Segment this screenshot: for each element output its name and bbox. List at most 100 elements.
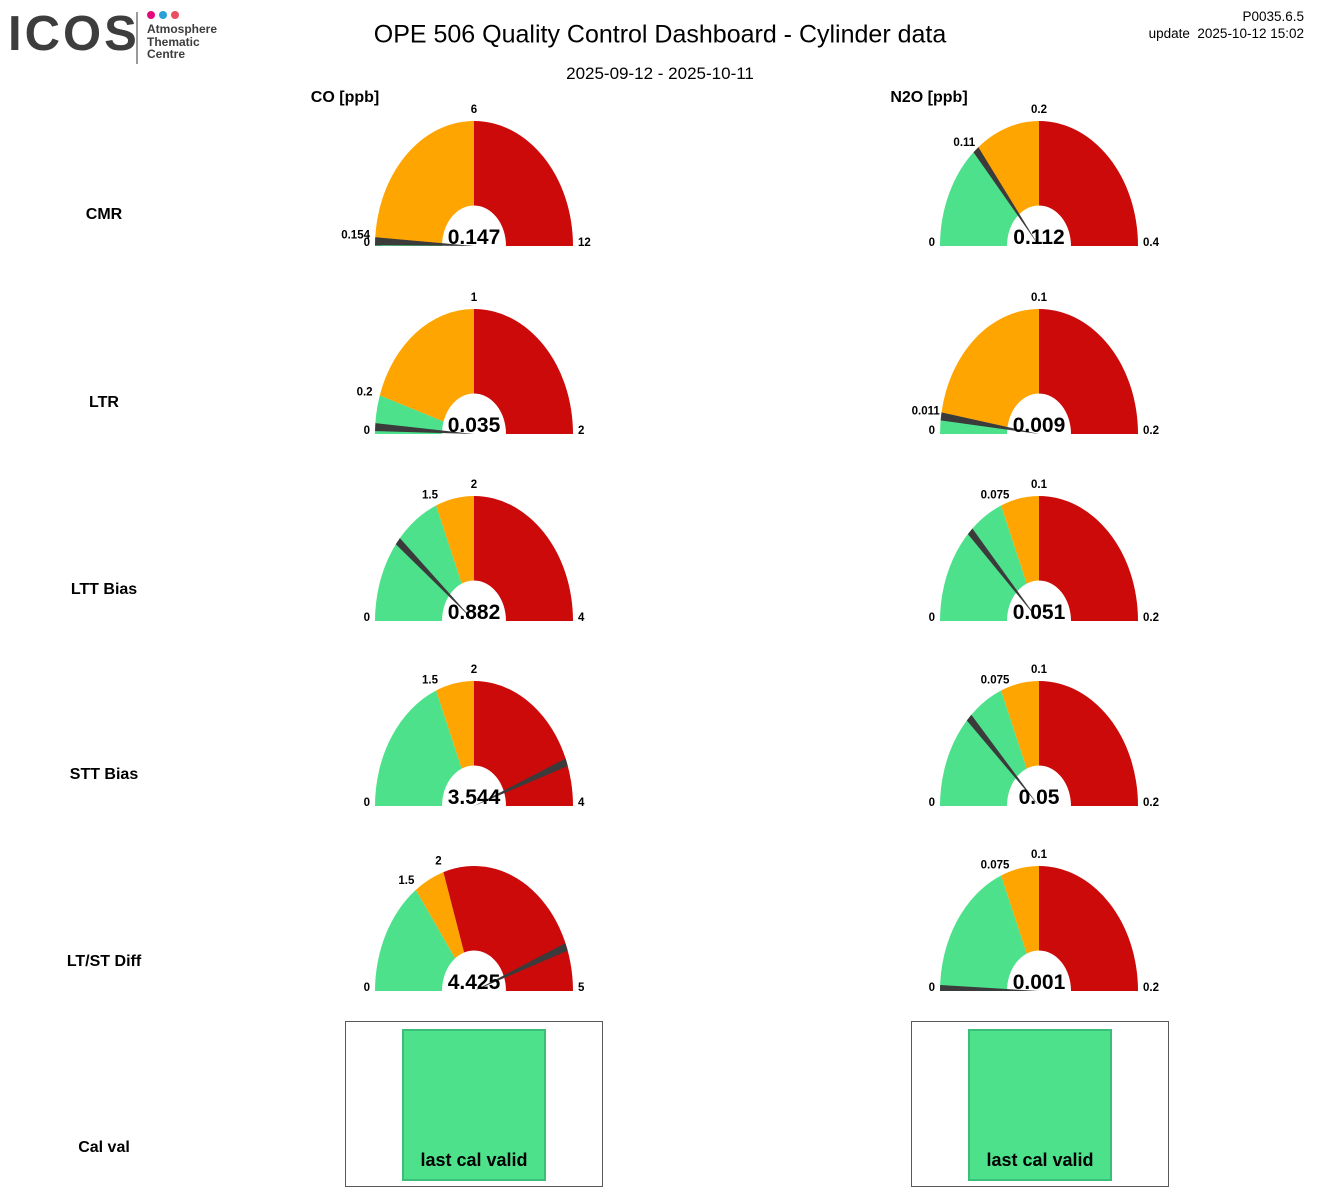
gauge-segment-red	[1039, 121, 1138, 246]
gauge-needle	[973, 147, 1039, 246]
gauge-svg: 0 0.075 0.1 0.2 0.05	[929, 664, 1159, 809]
gauge-stt-bias-co: 0 1.5 2 4 3.544	[334, 656, 614, 826]
gauge-hole	[1007, 765, 1071, 806]
gauge-tick-label: 0.1	[1031, 479, 1048, 491]
gauge-svg: 0 1.5 2 4 3.544	[364, 664, 585, 809]
gauge-svg: 0 0.075 0.1 0.2 0.051	[929, 479, 1159, 624]
logo-dot-icon	[159, 11, 167, 19]
gauge-segment-green	[940, 690, 1039, 806]
update-timestamp: 2025-10-12 15:02	[1197, 26, 1304, 41]
gauge-tick-label: 12	[578, 237, 591, 249]
gauge-hole	[442, 205, 506, 246]
gauge-tick-label: 0.2	[1143, 982, 1159, 994]
gauge-segment-green	[375, 690, 474, 806]
gauge-tick-label: 0.2	[1143, 797, 1159, 809]
gauge-tick-label: 0.154	[341, 230, 370, 242]
logo-subtitle-line: Thematic	[147, 34, 200, 49]
gauge-value: 0.05	[1019, 786, 1060, 809]
gauge-needle	[375, 237, 474, 246]
row-label-stt-bias: STT Bias	[69, 766, 139, 783]
gauge-svg: 0 0.011 0.1 0.2 0.009	[912, 292, 1159, 437]
gauge-needle	[940, 985, 1039, 991]
gauge-value: 0.001	[1013, 971, 1066, 994]
gauge-svg: 0 1.5 2 5 4.425	[364, 856, 585, 994]
gauge-svg: 0 0.2 1 2 0.035	[357, 292, 585, 437]
gauge-tick-label: 0.1	[1031, 292, 1048, 304]
gauge-hole	[1007, 580, 1071, 621]
gauge-tick-label: 0.2	[1031, 104, 1047, 116]
gauge-ltr-co: 0 0.2 1 2 0.035	[334, 284, 614, 454]
cal-val-status-text: last cal valid	[420, 1150, 528, 1170]
gauge-hole	[1007, 950, 1071, 991]
icos-logo: ICOS	[8, 7, 140, 61]
gauge-tick-label: 0	[929, 612, 935, 624]
gauge-segment-orange	[375, 121, 474, 246]
gauge-tick-label: 0.11	[953, 137, 975, 149]
gauge-tick-label: 0	[364, 797, 370, 809]
gauge-needle	[967, 528, 1039, 621]
gauge-tick-label: 1.5	[422, 489, 439, 501]
gauge-needle	[940, 412, 1039, 434]
gauge-svg: 0 1.5 2 4 0.882	[364, 479, 585, 624]
gauge-segment-orange	[379, 309, 474, 434]
logo-subtitle-line: Centre	[147, 47, 186, 61]
gauge-needle	[395, 538, 474, 621]
cal-val-box-co: last cal valid	[345, 1021, 603, 1187]
gauge-tick-label: 0	[929, 425, 935, 437]
gauge-tick-label: 0.2	[1143, 612, 1159, 624]
row-label-cal-val: Cal val	[78, 1139, 130, 1156]
gauge-tick-label: 0	[929, 797, 935, 809]
gauge-tick-label: 0	[364, 612, 370, 624]
gauge-tick-label: 2	[435, 856, 441, 868]
gauge-tick-label: 0	[929, 982, 935, 994]
gauge-ltst-diff-co: 0 1.5 2 5 4.425	[334, 841, 614, 1011]
gauge-tick-label: 1	[471, 292, 478, 304]
logo-dot-icon	[171, 11, 179, 19]
version-label: P0035.6.5	[1242, 9, 1304, 24]
gauge-segment-red	[474, 681, 573, 806]
gauge-segment-green	[375, 505, 474, 621]
logo-subtitle-line: Atmosphere	[147, 22, 218, 36]
logo-dot-icon	[147, 11, 155, 19]
gauge-tick-label: 1.5	[422, 674, 439, 686]
gauge-segment-green	[940, 875, 1039, 991]
column-header-n2o: N2O [ppb]	[890, 89, 968, 106]
cal-val-box-n2o: last cal valid	[911, 1021, 1169, 1187]
gauge-hole	[1007, 393, 1071, 434]
update-line: update 2025-10-12 15:02	[1149, 25, 1304, 42]
gauge-segment-green	[940, 505, 1039, 621]
gauge-tick-label: 1.5	[398, 875, 415, 887]
gauge-needle	[474, 943, 568, 991]
gauge-segment-red	[474, 309, 573, 434]
gauge-segment-red	[1039, 866, 1138, 991]
cal-val-status-co: last cal valid	[402, 1029, 546, 1181]
update-label: update	[1148, 26, 1190, 41]
gauge-cmr-co: 0 0.154 6 12 0.147	[334, 96, 614, 266]
gauge-value: 0.882	[448, 601, 501, 624]
gauge-value: 0.112	[1013, 226, 1064, 249]
gauge-tick-label: 0.2	[357, 387, 373, 399]
gauge-tick-label: 2	[578, 425, 584, 437]
row-label-ltr: LTR	[89, 394, 119, 411]
gauge-ltr-n2o: 0 0.011 0.1 0.2 0.009	[899, 284, 1179, 454]
gauge-hole	[442, 580, 506, 621]
gauge-segment-red	[474, 496, 573, 621]
gauge-tick-label: 0.4	[1143, 237, 1160, 249]
gauge-tick-label: 0.2	[1143, 425, 1159, 437]
gauge-ltst-diff-n2o: 0 0.075 0.1 0.2 0.001	[899, 841, 1179, 1011]
gauge-tick-label: 0	[364, 982, 370, 994]
gauge-value: 0.147	[448, 226, 501, 249]
logo-dots	[147, 11, 179, 19]
gauge-segment-orange	[941, 309, 1039, 434]
gauge-svg: 0 0.075 0.1 0.2 0.001	[929, 849, 1159, 994]
gauge-tick-label: 5	[578, 982, 585, 994]
row-label-ltt-bias: LTT Bias	[70, 581, 138, 598]
gauge-tick-label: 6	[471, 104, 477, 116]
gauge-value: 3.544	[448, 786, 501, 809]
gauge-tick-label: 0.075	[981, 674, 1010, 686]
gauge-cmr-n2o: 0 0.11 0.2 0.4 0.112	[899, 96, 1179, 266]
gauge-tick-label: 4	[578, 797, 585, 809]
gauge-segment-red	[1039, 496, 1138, 621]
gauge-value: 0.009	[1013, 414, 1066, 437]
gauge-svg: 00.154 6 12 0.147	[341, 104, 591, 249]
